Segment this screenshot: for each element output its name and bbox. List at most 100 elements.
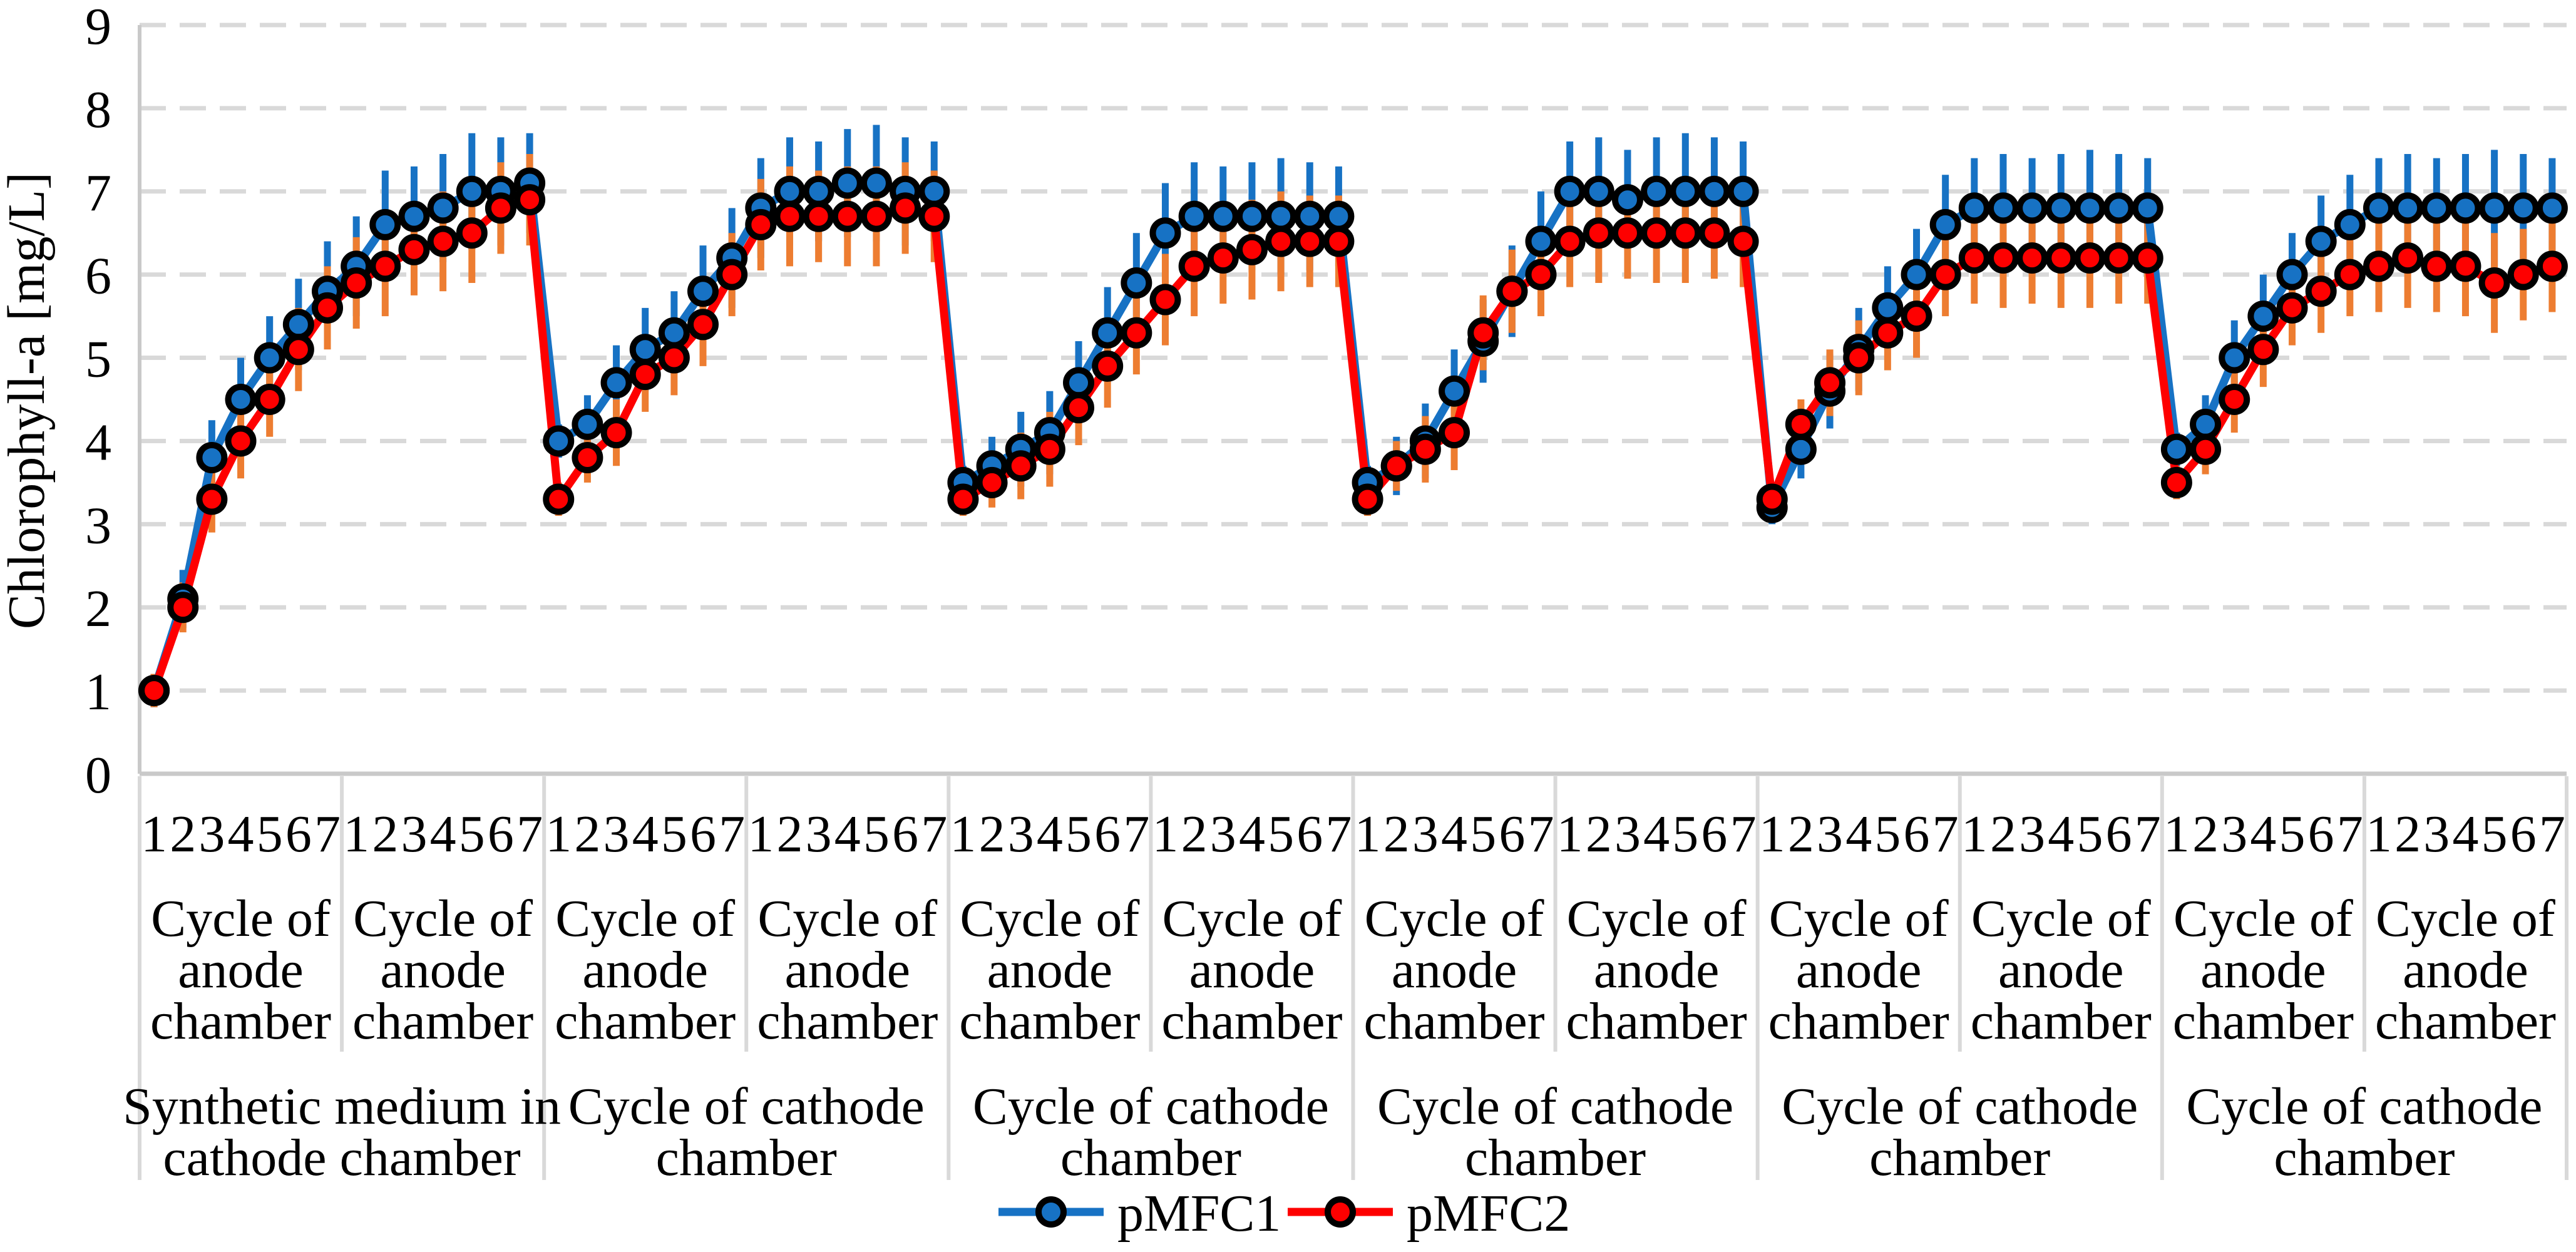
data-point-marker-pmfc1 [2305, 225, 2337, 257]
x-tick-label: 6 [285, 805, 312, 863]
data-point-marker-pmfc1 [2421, 192, 2453, 224]
cathode-cycle-label: chamber [1465, 1129, 1646, 1187]
data-point-marker-pmfc1 [2219, 342, 2250, 374]
data-point-marker-pmfc2 [1265, 225, 1297, 257]
legend-item-pmfc1: pMFC1 [998, 1184, 1281, 1243]
axes [138, 25, 2568, 1180]
data-point-marker-pmfc2 [2305, 275, 2337, 307]
x-tick-label: 6 [1499, 805, 1525, 863]
cathode-cycle-label: Cycle of cathode [973, 1077, 1329, 1136]
x-tick-label: 7 [1932, 805, 1959, 863]
data-point-marker-pmfc2 [1987, 242, 2019, 274]
data-point-marker-pmfc2 [2334, 259, 2366, 290]
anode-cycle-label: chamber [1161, 992, 1342, 1050]
anode-cycle-label: Cycle of [1365, 890, 1544, 948]
data-point-marker-pmfc1 [1670, 175, 1701, 207]
anode-cycle-label: anode [1189, 941, 1315, 999]
x-tick-label: 5 [257, 805, 283, 863]
x-tick-label: 3 [2423, 805, 2450, 863]
x-tick-label: 5 [1874, 805, 1901, 863]
x-tick-label: 1 [545, 805, 572, 863]
anode-cycle-label: chamber [2375, 992, 2556, 1050]
x-tick-label: 5 [2279, 805, 2306, 863]
anode-cycle-label: Cycle of [1567, 890, 1747, 948]
data-point-marker-pmfc2 [1641, 217, 1673, 249]
data-point-marker-pmfc1 [1294, 200, 1326, 232]
cathode-cycle-label: Cycle of cathode [2186, 1077, 2542, 1136]
data-point-marker-pmfc2 [398, 233, 430, 265]
data-point-marker-pmfc2 [2363, 250, 2394, 282]
data-point-marker-pmfc1 [1121, 267, 1152, 299]
data-point-marker-pmfc2 [427, 225, 459, 257]
anode-cycle-label: anode [1594, 941, 1720, 999]
x-tick-label: 4 [1239, 805, 1265, 863]
x-tick-label: 6 [1094, 805, 1121, 863]
data-point-marker-pmfc1 [1178, 200, 1210, 232]
data-point-marker-pmfc2 [2507, 259, 2539, 290]
legend-label-pmfc1: pMFC1 [1117, 1184, 1281, 1243]
data-point-marker-pmfc2 [976, 466, 1008, 498]
x-tick-label: 7 [2539, 805, 2565, 863]
data-point-marker-pmfc1 [196, 442, 228, 474]
x-tick-label: 7 [719, 805, 745, 863]
x-tick-label: 5 [1672, 805, 1698, 863]
data-point-marker-pmfc1 [2045, 192, 2077, 224]
data-point-marker-pmfc1 [2016, 192, 2048, 224]
x-tick-label: 4 [632, 805, 659, 863]
x-tick-label: 7 [921, 805, 947, 863]
x-tick-label: 3 [2221, 805, 2247, 863]
cathode-cycle-label: Cycle of cathode [568, 1077, 925, 1136]
anode-cycle-label: chamber [1363, 992, 1544, 1050]
x-tick-label: 3 [1614, 805, 1641, 863]
x-tick-label: 2 [2394, 805, 2421, 863]
data-point-marker-pmfc2 [225, 425, 257, 457]
x-tick-label: 1 [141, 805, 167, 863]
data-point-marker-pmfc1 [2247, 300, 2279, 332]
data-point-marker-pmfc2 [1439, 417, 1470, 449]
data-point-marker-pmfc1 [803, 175, 834, 207]
x-tick-label: 7 [1123, 805, 1149, 863]
data-point-marker-pmfc2 [1063, 392, 1095, 424]
x-tick-label: 6 [892, 805, 918, 863]
x-tick-label: 2 [574, 805, 600, 863]
x-tick-label: 5 [2076, 805, 2103, 863]
anode-cycle-label: anode [987, 941, 1113, 999]
anode-cycle-label: Cycle of [353, 890, 533, 948]
anode-cycle-label: chamber [2173, 992, 2354, 1050]
data-point-marker-pmfc1 [2536, 192, 2568, 224]
legend: pMFC1 pMFC2 [998, 1184, 1570, 1243]
data-point-marker-pmfc1 [1872, 292, 1904, 324]
anode-cycle-label: Cycle of [555, 890, 735, 948]
anode-cycle-label: anode [785, 941, 911, 999]
x-tick-label: 1 [343, 805, 369, 863]
data-point-marker-pmfc1 [456, 175, 488, 207]
x-tick-label: 3 [401, 805, 427, 863]
anode-cycle-label: chamber [959, 992, 1140, 1050]
data-point-markers [138, 167, 2568, 707]
data-point-marker-pmfc2 [745, 208, 777, 240]
data-point-marker-pmfc1 [2478, 192, 2510, 224]
data-point-marker-pmfc2 [2016, 242, 2048, 274]
data-point-marker-pmfc2 [282, 334, 314, 366]
data-point-marker-pmfc2 [1670, 217, 1701, 249]
data-point-marker-pmfc2 [2190, 433, 2222, 465]
data-point-marker-pmfc2 [2103, 242, 2135, 274]
data-point-marker-pmfc1 [1063, 367, 1095, 399]
data-point-marker-pmfc1 [254, 342, 285, 374]
data-point-marker-pmfc2 [1727, 225, 1759, 257]
x-tick-label: 6 [1904, 805, 1930, 863]
data-point-marker-pmfc2 [543, 483, 575, 515]
data-point-marker-pmfc2 [1901, 300, 1932, 332]
data-point-marker-pmfc2 [1409, 433, 1441, 465]
data-point-marker-pmfc2 [716, 259, 748, 290]
x-tick-label: 2 [170, 805, 196, 863]
data-point-marker-pmfc2 [1092, 350, 1124, 382]
cathode-cycle-label: Cycle of cathode [1782, 1077, 2138, 1136]
data-point-marker-pmfc1 [572, 408, 603, 440]
data-point-marker-pmfc1 [831, 167, 863, 199]
x-tick-label: 4 [1037, 805, 1063, 863]
x-tick-label: 7 [314, 805, 341, 863]
data-point-marker-pmfc1 [687, 275, 719, 307]
data-point-marker-pmfc1 [1785, 433, 1817, 465]
x-tick-label: 4 [2048, 805, 2074, 863]
